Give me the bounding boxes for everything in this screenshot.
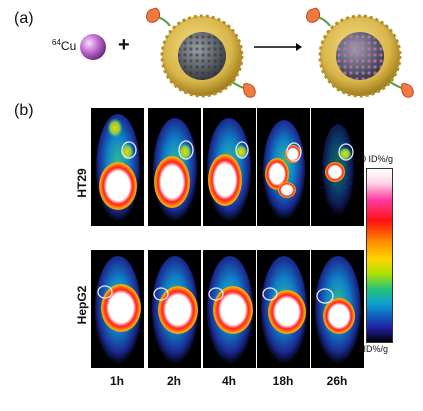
scan-hepg2-2h [148, 250, 201, 368]
panel-b-label: (b) [14, 102, 34, 119]
scan-ht29-18h [257, 108, 310, 226]
scan-ht29-1h [91, 108, 144, 226]
row-label-hepg2: HepG2 [75, 285, 89, 325]
intensity-colorbar [366, 168, 393, 343]
scale-max-label: 10 ID%/g [356, 154, 394, 164]
isotope-symbol: Cu [60, 39, 77, 53]
scan-hepg2-4h [203, 250, 256, 368]
scan-hepg2-1h [91, 250, 144, 368]
scan-ht29-2h [148, 108, 201, 226]
time-label-1h: 1h [109, 374, 124, 388]
nanoparticle-before-icon [146, 7, 256, 98]
scan-ht29-26h [311, 108, 364, 226]
row-label-ht29: HT29 [75, 168, 89, 198]
scale-min-label: 0 ID%/g [356, 344, 389, 354]
scan-hepg2-26h [311, 250, 364, 368]
panel-a-label: (a) [14, 10, 34, 27]
scan-hepg2-18h [257, 250, 310, 368]
plus-sign: + [118, 34, 130, 56]
isotope-mass-number: 64 [52, 38, 61, 47]
reaction-arrow-icon [254, 43, 302, 51]
time-label-26h: 26h [326, 374, 348, 388]
copper-isotope-label: 64Cu [52, 38, 76, 53]
copper-atom-icon [80, 34, 106, 60]
nanoparticle-labeled-icon [306, 7, 414, 98]
time-label-2h: 2h [166, 374, 181, 388]
scan-ht29-4h [203, 108, 256, 226]
time-label-18h: 18h [272, 374, 294, 388]
time-label-4h: 4h [221, 374, 236, 388]
